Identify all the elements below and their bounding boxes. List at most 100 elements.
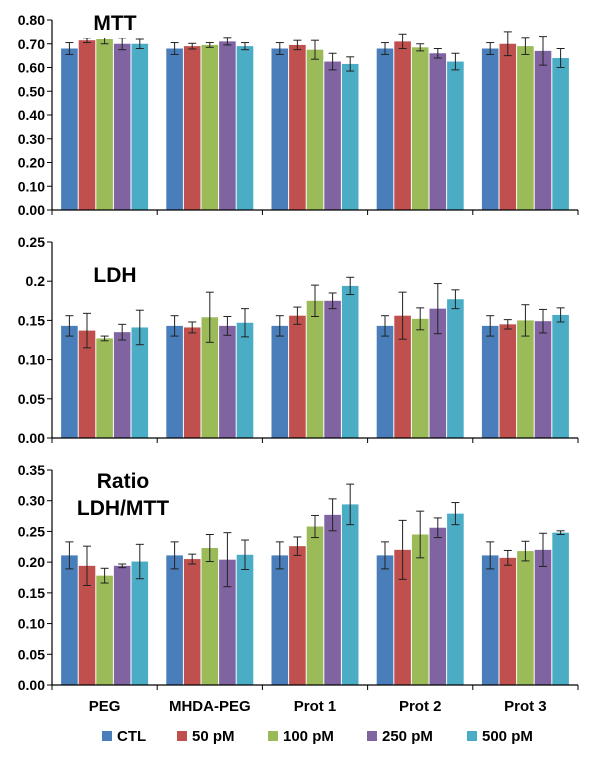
bar (61, 48, 78, 210)
chart-panel-3: 0.00 0.05 0.10 0.15 0.20 0.25 0.30 0.35 Ratio LDH… (18, 462, 579, 693)
bar (61, 325, 78, 438)
x-category-label: MHDA-PEG (169, 698, 251, 715)
panel-title: LDH/MTT (77, 497, 169, 520)
bar (166, 555, 183, 685)
chart-panel-1: 0.00 0.10 0.20 0.30 0.40 0.50 0.60 0.70 0.80 MTT (18, 8, 579, 218)
bar (394, 315, 411, 438)
panel-title: Ratio (97, 470, 150, 493)
legend-label: CTL (117, 728, 146, 745)
bar (78, 330, 96, 438)
y-tick-label: 0.70 (18, 36, 45, 52)
bar (394, 41, 411, 210)
bar (376, 48, 394, 210)
bar (201, 44, 219, 210)
bar (324, 514, 341, 685)
bar (306, 49, 324, 210)
bar (271, 48, 289, 210)
bar (429, 308, 447, 438)
y-tick-label: 0.10 (18, 352, 45, 368)
panel-title-bg (68, 466, 178, 522)
bar (341, 63, 359, 210)
bar (219, 559, 236, 685)
bar (78, 565, 96, 685)
bar (517, 46, 534, 210)
bar (96, 39, 113, 210)
bar (219, 41, 236, 210)
legend: CTL 50 pM 100 pM 250 pM 500 pM (102, 728, 533, 745)
bar (271, 555, 289, 685)
y-tick-label: 0.25 (18, 523, 45, 539)
bar (324, 61, 341, 210)
bar (271, 325, 289, 438)
x-category-label: PEG (89, 698, 121, 715)
y-tick-label: 0.35 (18, 462, 45, 478)
bar (411, 47, 429, 210)
y-tick-label: 0.2 (26, 273, 46, 289)
bar (447, 61, 464, 210)
bar (517, 320, 534, 438)
y-tick-label: 0.25 (18, 234, 45, 250)
bar (306, 300, 324, 438)
bar (96, 338, 113, 438)
bar (552, 532, 569, 685)
bar (341, 504, 359, 685)
bar (131, 327, 149, 438)
bar (324, 300, 341, 438)
legend-swatch (367, 731, 377, 741)
bar (113, 43, 131, 210)
chart-panel-2: 0.00 0.05 0.10 0.15 0.2 0.25 LDH (18, 234, 579, 446)
bar (183, 559, 201, 685)
y-tick-label: 0.05 (18, 391, 45, 407)
bar (447, 299, 464, 438)
bar (341, 285, 359, 438)
bar (131, 43, 149, 210)
panel-title-bg (80, 8, 150, 38)
bar (183, 327, 201, 438)
bar (183, 46, 201, 210)
y-tick-label: 0.20 (18, 554, 45, 570)
y-tick-label: 0.15 (18, 585, 45, 601)
legend-label: 250 pM (382, 728, 433, 745)
bar (499, 324, 517, 438)
bar (394, 549, 411, 685)
y-tick-label: 0.10 (18, 178, 45, 194)
bar (376, 555, 394, 685)
bar (289, 546, 306, 685)
bar (201, 317, 219, 438)
x-category-label: Prot 3 (504, 698, 547, 715)
bar (78, 40, 96, 210)
legend-label: 50 pM (192, 728, 235, 745)
y-tick-label: 0.00 (18, 677, 45, 693)
panel-title-bg (80, 260, 150, 290)
bar (481, 325, 499, 438)
bar (499, 43, 517, 210)
panel-title: MTT (93, 12, 136, 35)
x-category-label: Prot 1 (294, 698, 337, 715)
bar (447, 513, 464, 685)
bar (113, 332, 131, 438)
legend-swatch (467, 731, 477, 741)
y-tick-label: 0.05 (18, 646, 45, 662)
y-tick-label: 0.00 (18, 202, 45, 218)
y-tick-label: 0.80 (18, 12, 45, 28)
bar (534, 50, 552, 210)
bar (219, 325, 236, 438)
bar (429, 527, 447, 685)
y-tick-label: 0.30 (18, 131, 45, 147)
bar (166, 48, 183, 210)
y-tick-label: 0.40 (18, 107, 45, 123)
legend-swatch (102, 731, 112, 741)
legend-swatch (268, 731, 278, 741)
x-category-label: Prot 2 (399, 698, 442, 715)
y-tick-label: 0.60 (18, 60, 45, 76)
bar (534, 549, 552, 685)
y-tick-label: 0.30 (18, 493, 45, 509)
y-tick-label: 0.50 (18, 83, 45, 99)
y-tick-label: 0.15 (18, 312, 45, 328)
panel-title: LDH (93, 264, 136, 287)
bar (201, 548, 219, 685)
bar (517, 551, 534, 685)
bar (306, 526, 324, 685)
